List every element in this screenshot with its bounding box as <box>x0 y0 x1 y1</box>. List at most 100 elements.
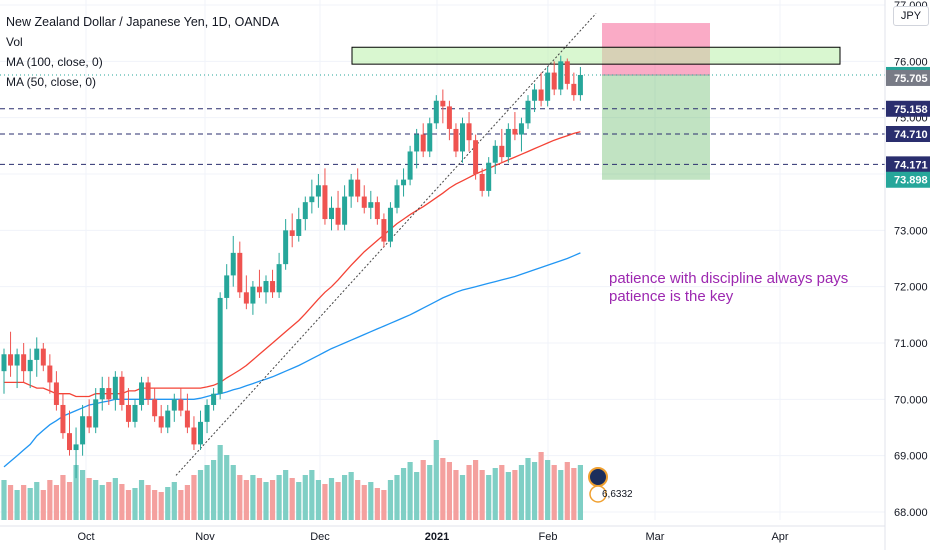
ma100-line <box>3 252 581 468</box>
candle-body <box>80 416 86 445</box>
candle-body <box>263 281 269 293</box>
candle-body <box>446 106 452 129</box>
candle-body <box>171 399 177 411</box>
volume-bar <box>138 480 145 520</box>
time-tick-label: Dec <box>310 531 330 543</box>
event-badge-icon[interactable] <box>589 485 607 503</box>
candle-body <box>374 202 380 220</box>
volume-bar <box>531 462 538 520</box>
candle-body <box>198 421 203 445</box>
volume-bar <box>178 490 184 520</box>
volume-bar <box>505 472 511 520</box>
candle-body <box>401 179 407 186</box>
candle-body <box>191 427 197 445</box>
volume-bar <box>453 470 459 520</box>
candle-body <box>433 100 439 124</box>
legend-ma100[interactable]: MA (100, close, 0) <box>6 55 103 69</box>
volume-bar <box>269 480 276 520</box>
symbol-title[interactable]: New Zealand Dollar / Japanese Yen, 1D, O… <box>6 15 280 29</box>
note-line-1: patience with discipline always pays <box>609 270 849 287</box>
volume-bar <box>335 482 341 520</box>
candle-body <box>86 416 92 428</box>
candle-body <box>60 404 66 434</box>
candle-body <box>558 61 564 90</box>
candle-body <box>453 128 459 152</box>
candle-body <box>256 286 262 293</box>
volume-bar <box>446 462 452 520</box>
volume-bar <box>34 482 40 520</box>
candle-body <box>40 348 46 366</box>
volume-bar <box>86 478 92 520</box>
volume-bar <box>145 485 151 520</box>
volume-bar <box>518 465 525 520</box>
candle-body <box>368 202 374 208</box>
candle-body <box>152 399 158 417</box>
volume-bar <box>73 465 79 520</box>
price-label-box[interactable] <box>886 156 930 173</box>
volume-bar <box>93 480 99 520</box>
volume-bar <box>99 485 105 520</box>
legend-ma50[interactable]: MA (50, close, 0) <box>6 75 97 89</box>
volume-bar <box>348 472 354 520</box>
candle-body <box>414 134 420 152</box>
volume-bar <box>40 490 46 520</box>
price-label-text: 75.158 <box>894 104 928 116</box>
event-flag-icon[interactable] <box>588 467 608 487</box>
candle-body <box>53 382 59 405</box>
volume-bar <box>414 472 420 520</box>
volume-bar <box>315 480 321 520</box>
volume-bar <box>184 485 190 520</box>
candle-body <box>67 433 72 451</box>
take-profit-zone[interactable] <box>602 74 710 180</box>
chart-legend: New Zealand Dollar / Japanese Yen, 1D, O… <box>6 12 279 92</box>
candle-body <box>394 185 400 208</box>
candle-body <box>289 230 295 236</box>
resistance-zone[interactable] <box>351 46 841 65</box>
candle-body <box>479 174 485 191</box>
price-label-text: 74.710 <box>894 129 928 141</box>
volume-bar <box>80 470 86 520</box>
candle-body <box>302 202 308 220</box>
candle-body <box>224 275 230 298</box>
volume-bar <box>276 475 282 520</box>
legend-volume[interactable]: Vol <box>6 35 23 49</box>
price-label-box[interactable] <box>886 171 930 188</box>
candle-body <box>27 359 33 372</box>
currency-label[interactable]: JPY <box>893 6 929 26</box>
candle-body <box>243 292 249 304</box>
time-tick-label: Apr <box>771 531 788 543</box>
candle-body <box>545 72 551 101</box>
volume-bar <box>473 460 479 520</box>
candle-body <box>315 185 321 197</box>
volume-bar <box>381 490 387 520</box>
trendline[interactable] <box>175 13 597 476</box>
candle-body <box>322 185 328 220</box>
candle-body <box>165 410 171 428</box>
price-label-box[interactable] <box>886 100 930 117</box>
volume-bar <box>387 480 394 520</box>
price-label-text: 75.705 <box>894 73 928 85</box>
volume-bar <box>224 455 230 520</box>
volume-bar <box>525 458 531 520</box>
price-label-box[interactable] <box>886 69 930 86</box>
volume-bar <box>433 440 439 520</box>
volume-bar <box>47 480 53 520</box>
volume-bar <box>564 462 570 520</box>
candle-body <box>342 196 348 225</box>
candle-body <box>486 162 492 191</box>
volume-bar <box>309 470 315 520</box>
candle-body <box>518 123 524 135</box>
candle-body <box>355 179 361 197</box>
volume-bar <box>577 465 583 520</box>
price-label-box[interactable] <box>886 126 930 143</box>
price-tick-label: 71.000 <box>894 338 928 350</box>
volume-bar <box>250 475 256 520</box>
candle-body <box>21 354 27 372</box>
candle-body <box>420 134 426 152</box>
candle-body <box>296 219 302 236</box>
candle-body <box>505 128 511 158</box>
volume-bar <box>106 482 112 520</box>
candle-body <box>499 145 505 158</box>
